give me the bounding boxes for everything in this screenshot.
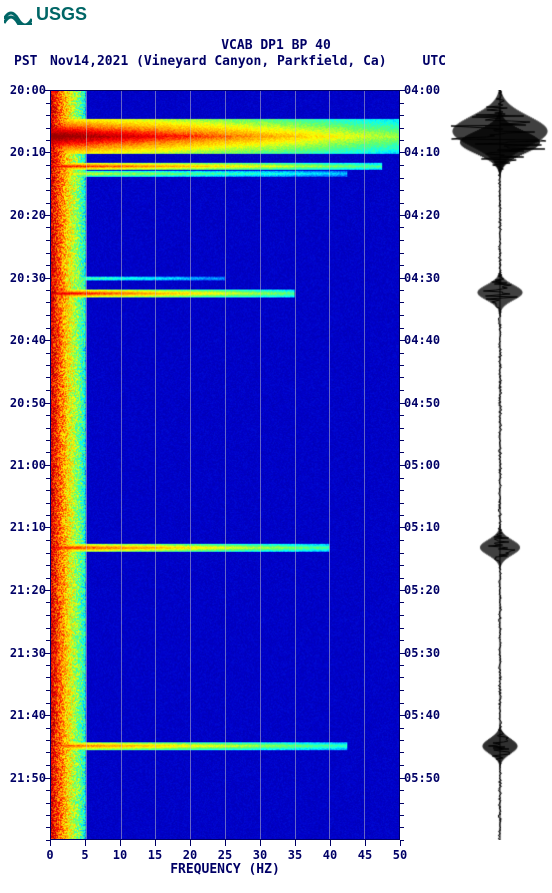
y-tick-label-utc: 04:50: [404, 396, 448, 410]
x-tick-label: 10: [113, 848, 127, 862]
usgs-logo: USGS: [4, 4, 87, 25]
y-labels-utc: 04:0004:1004:2004:3004:4004:5005:0005:10…: [404, 90, 448, 840]
y-tick-label-pst: 21:30: [0, 646, 46, 660]
x-tick-label: 35: [288, 848, 302, 862]
y-tick-label-pst: 21:20: [0, 583, 46, 597]
y-tick-label-pst: 21:50: [0, 771, 46, 785]
y-tick-label-pst: 20:00: [0, 83, 46, 97]
spectrogram-canvas: [51, 91, 399, 839]
seismogram-trace: [450, 90, 550, 840]
y-tick-label-pst: 21:40: [0, 708, 46, 722]
y-tick-label-pst: 20:40: [0, 333, 46, 347]
x-tick-label: 20: [183, 848, 197, 862]
y-tick-label-utc: 04:00: [404, 83, 448, 97]
x-tick-label: 5: [81, 848, 88, 862]
usgs-wave-icon: [4, 5, 32, 25]
y-tick-label-utc: 04:20: [404, 208, 448, 222]
y-tick-label-pst: 20:10: [0, 145, 46, 159]
x-tick-label: 50: [393, 848, 407, 862]
x-tick-label: 25: [218, 848, 232, 862]
y-tick-label-utc: 05:50: [404, 771, 448, 785]
x-tick-label: 0: [46, 848, 53, 862]
date-location-label: Nov14,2021 (Vineyard Canyon, Parkfield, …: [50, 54, 387, 69]
y-tick-label-utc: 05:20: [404, 583, 448, 597]
x-tick-label: 15: [148, 848, 162, 862]
x-ticks: [50, 840, 400, 846]
y-tick-label-utc: 05:10: [404, 520, 448, 534]
y-tick-label-utc: 05:00: [404, 458, 448, 472]
x-axis-title: FREQUENCY (HZ): [50, 862, 400, 877]
chart-title: VCAB DP1 BP 40: [221, 38, 331, 53]
x-tick-label: 40: [323, 848, 337, 862]
y-tick-label-utc: 04:40: [404, 333, 448, 347]
y-tick-label-utc: 04:30: [404, 271, 448, 285]
spectrogram-plot: [50, 90, 400, 840]
x-tick-label: 45: [358, 848, 372, 862]
y-labels-pst: 20:0020:1020:2020:3020:4020:5021:0021:10…: [0, 90, 46, 840]
x-tick-label: 30: [253, 848, 267, 862]
y-tick-label-pst: 21:00: [0, 458, 46, 472]
y-tick-label-utc: 05:40: [404, 708, 448, 722]
y-tick-label-utc: 05:30: [404, 646, 448, 660]
y-tick-label-utc: 04:10: [404, 145, 448, 159]
usgs-text: USGS: [36, 4, 87, 25]
y-tick-label-pst: 21:10: [0, 520, 46, 534]
y-tick-label-pst: 20:30: [0, 271, 46, 285]
right-timezone-label: UTC: [423, 54, 446, 69]
y-tick-label-pst: 20:50: [0, 396, 46, 410]
left-timezone-label: PST: [14, 54, 37, 69]
seismogram-canvas: [450, 90, 550, 840]
y-tick-label-pst: 20:20: [0, 208, 46, 222]
